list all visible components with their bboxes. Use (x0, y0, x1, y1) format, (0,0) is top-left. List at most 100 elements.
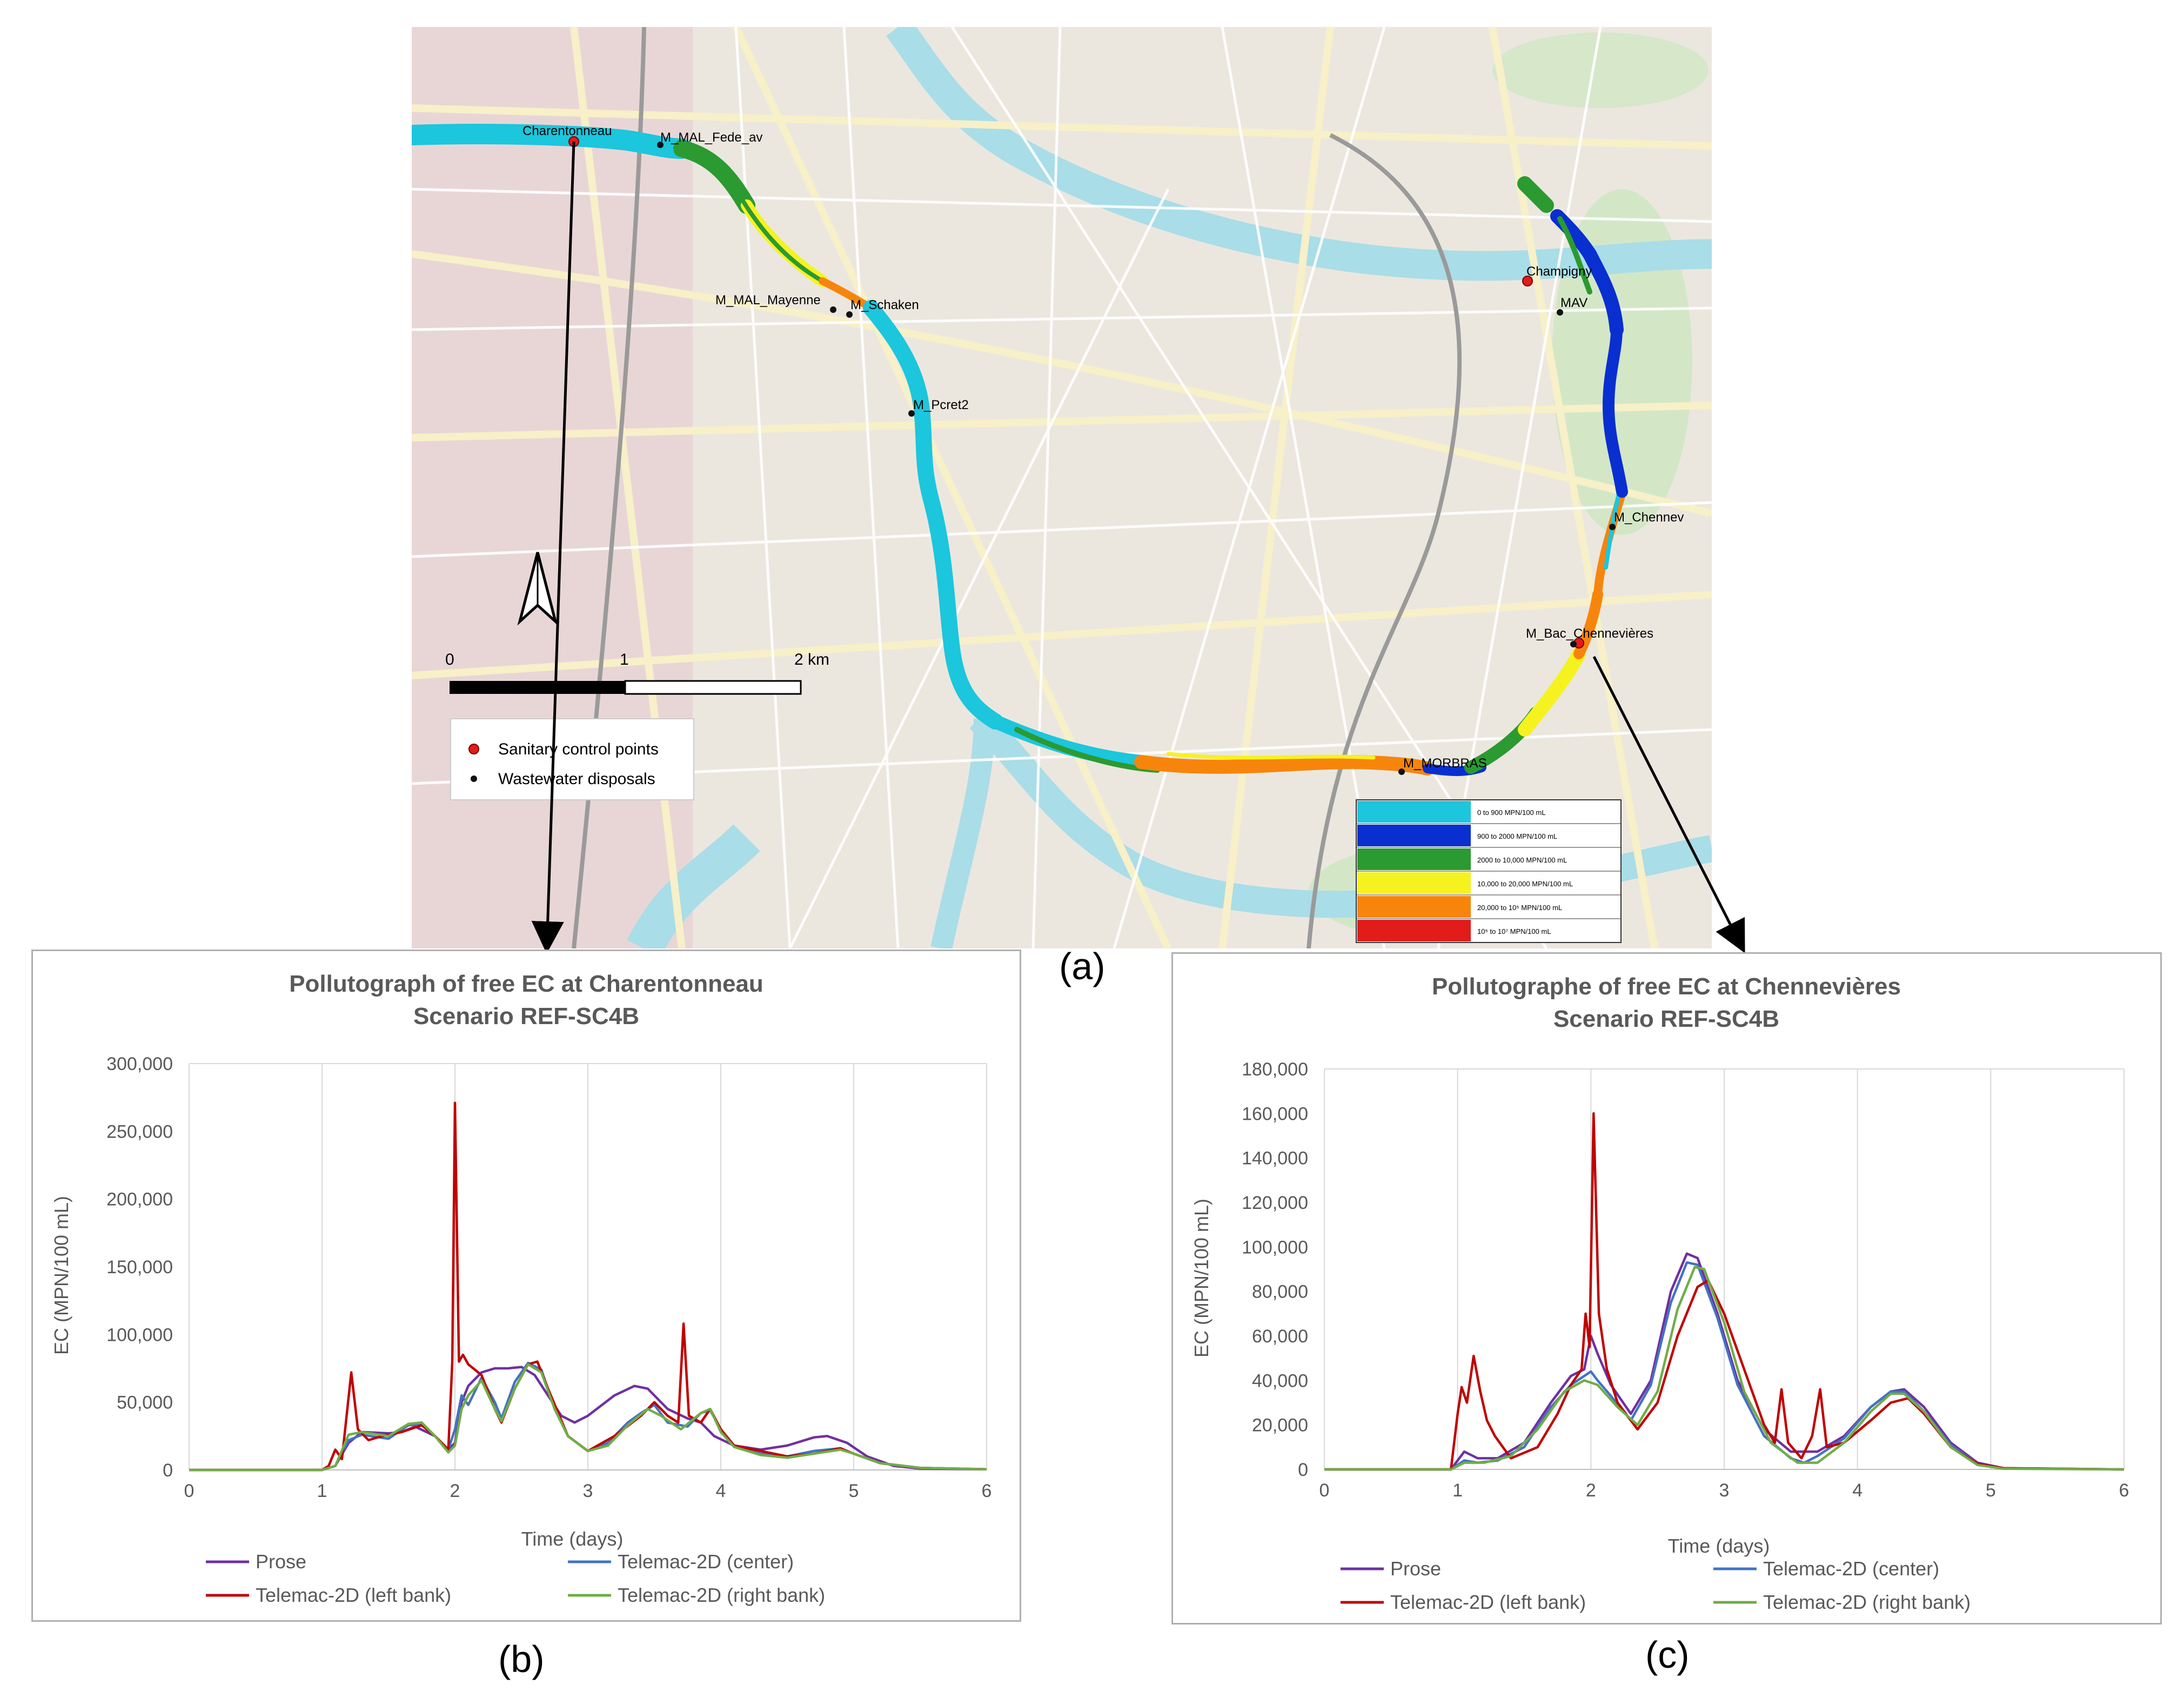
y-tick-label: 0 (163, 1460, 173, 1481)
class-label: 20,000 to 10⁵ MPN/100 mL (1477, 904, 1562, 912)
y-tick-label: 150,000 (106, 1257, 173, 1278)
series-line (1324, 1261, 2125, 1471)
label-champigny: Champigny (1526, 264, 1592, 279)
x-tick-label: 2 (450, 1481, 460, 1501)
y-tick-label: 250,000 (106, 1121, 173, 1142)
y-tick-label: 0 (1298, 1460, 1308, 1480)
scale-label-0: 0 (445, 651, 454, 668)
x-tick-label: 0 (1319, 1480, 1330, 1501)
class-swatch (1357, 848, 1471, 870)
legend-label: Telemac-2D (center) (1763, 1557, 1939, 1580)
class-swatch (1357, 896, 1471, 918)
class-swatch (1357, 920, 1471, 941)
class-swatch (1357, 825, 1471, 846)
y-tick-label: 160,000 (1242, 1104, 1308, 1124)
point-legend: Sanitary control points Wastewater dispo… (450, 718, 694, 800)
label-chennev: M_Chennev (1614, 510, 1684, 525)
scale-bar: 0 1 2 km (445, 651, 829, 695)
chart-b-subtitle: Scenario REF-SC4B (413, 1003, 639, 1030)
y-tick-label: 100,000 (1242, 1237, 1308, 1258)
class-legend: 0 to 900 MPN/100 mL 900 to 2000 MPN/100 m… (1356, 799, 1622, 943)
x-tick-label: 0 (184, 1481, 195, 1501)
chart-c-legend: Prose Telemac-2D (center) Telemac-2D (left… (1341, 1557, 1971, 1613)
y-tick-label: 80,000 (1252, 1282, 1308, 1302)
chart-c-panel: Pollutographe of free EC at Chennevières… (1171, 952, 2162, 1625)
y-tick-label: 100,000 (106, 1325, 173, 1345)
y-tick-label: 40,000 (1252, 1371, 1308, 1391)
y-tick-label: 200,000 (106, 1189, 173, 1210)
legend-label: Prose (256, 1550, 306, 1573)
chart-c: Pollutographe of free EC at Chennevières… (1190, 973, 2129, 1613)
chart-b-plot-area: 0 1 2 3 4 5 6 0 50,000 100,000 150,000 200,000 250,0… (106, 1054, 991, 1501)
class-label: 10⁵ to 10⁷ MPN/100 mL (1477, 927, 1551, 935)
chart-c-subtitle: Scenario REF-SC4B (1553, 1006, 1779, 1032)
legend-label: Prose (1390, 1557, 1441, 1580)
label-mayenne: M_MAL_Mayenne (715, 293, 821, 307)
map-river-branch (627, 824, 760, 948)
y-tick-label: 140,000 (1242, 1148, 1308, 1169)
y-tick-label: 120,000 (1242, 1193, 1308, 1213)
chart-c-ylabel: EC (MPN/100 mL) (1190, 1199, 1212, 1358)
y-tick-label: 60,000 (1252, 1326, 1308, 1347)
disposal-point (846, 311, 853, 318)
x-tick-label: 2 (1586, 1480, 1596, 1501)
class-label: 900 to 2000 MPN/100 mL (1477, 832, 1557, 840)
map-river-branch (930, 718, 995, 948)
x-tick-label: 3 (1719, 1480, 1730, 1501)
class-swatch (1357, 801, 1471, 823)
x-tick-label: 1 (317, 1481, 327, 1501)
label-mav: MAV (1560, 296, 1587, 310)
label-morbras: M_MORBRAS (1403, 756, 1487, 771)
chart-b-legend: Prose Telemac-2D (center) Telemac-2D (left… (206, 1550, 825, 1606)
x-tick-label: 1 (1452, 1480, 1463, 1501)
scale-label-1: 1 (620, 651, 629, 668)
class-swatch (1357, 872, 1471, 894)
legend-label: Telemac-2D (right bank) (618, 1584, 825, 1606)
series-line (189, 1363, 987, 1472)
series-line (1324, 1112, 2125, 1471)
chart-b: Pollutograph of free EC at Charentonneau… (50, 971, 991, 1606)
class-label: 0 to 900 MPN/100 mL (1477, 808, 1545, 817)
series-line (1324, 1266, 2125, 1471)
label-schaken: M_Schaken (850, 298, 919, 312)
chart-c-plot-area: 0 1 2 3 4 5 6 0 20,000 40,000 60,000 80,000 100,000 1… (1242, 1059, 2129, 1501)
disposal-point (657, 142, 664, 148)
disposal-point (1609, 524, 1616, 530)
chart-b-panel: Pollutograph of free EC at Charentonneau… (31, 950, 1021, 1622)
x-tick-label: 6 (982, 1481, 992, 1501)
series-line (189, 1101, 987, 1472)
disposal-point (1398, 768, 1405, 775)
disposal-point (830, 306, 836, 313)
sanitary-point-champigny (1522, 276, 1533, 286)
legend-label: Telemac-2D (left bank) (256, 1584, 451, 1606)
x-tick-label: 4 (1852, 1480, 1863, 1501)
chart-b-xlabel: Time (days) (521, 1528, 624, 1550)
x-tick-label: 3 (583, 1481, 593, 1501)
arrow-charentonneau (531, 141, 575, 954)
class-label: 10,000 to 20,000 MPN/100 mL (1477, 880, 1573, 888)
north-arrow-icon (517, 552, 558, 626)
legend-sanitary: Sanitary control points (498, 740, 659, 758)
disposal-point (1570, 641, 1577, 647)
caption-a: (a) (1059, 945, 1106, 987)
chart-b-ylabel: EC (MPN/100 mL) (50, 1196, 72, 1355)
label-fede: M_MAL_Fede_av (660, 130, 762, 145)
y-tick-label: 20,000 (1252, 1415, 1308, 1436)
y-tick-label: 300,000 (106, 1054, 173, 1074)
label-bac: M_Bac_Chennevières (1526, 626, 1653, 641)
chart-c-title: Pollutographe of free EC at Chennevières (1432, 973, 1901, 1000)
label-charentonneau: Charentonneau (522, 124, 612, 138)
arrow-chennevieres (1592, 656, 1745, 953)
disposal-points (657, 142, 1616, 775)
caption-c: (c) (1645, 1634, 1690, 1676)
x-tick-label: 5 (849, 1481, 859, 1501)
legend-wastewater: Wastewater disposals (498, 770, 655, 788)
x-tick-label: 4 (716, 1481, 726, 1501)
y-tick-label: 50,000 (117, 1393, 173, 1413)
y-tick-label: 180,000 (1242, 1059, 1308, 1080)
map-park (1492, 32, 1709, 108)
chart-c-xlabel: Time (days) (1668, 1535, 1770, 1557)
chart-b-title: Pollutograph of free EC at Charentonneau (289, 971, 763, 997)
caption-b: (b) (498, 1638, 545, 1680)
